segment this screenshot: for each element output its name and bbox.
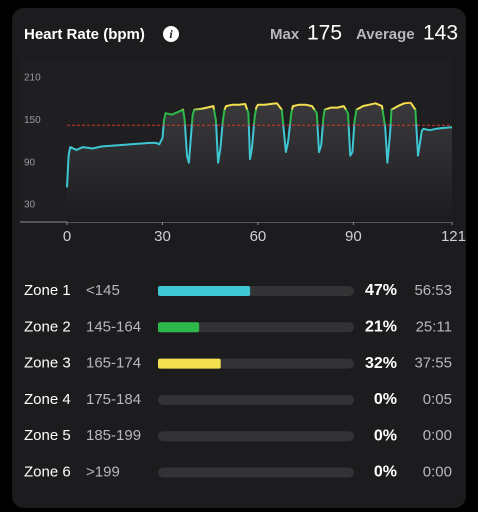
y-tick-label: 150 <box>24 115 41 126</box>
x-tick-label: 121 <box>441 228 466 245</box>
zone-name: Zone 2 <box>24 318 71 335</box>
zone-name: Zone 3 <box>24 355 71 372</box>
zone-time: 56:53 <box>414 282 452 299</box>
y-tick-label: 210 <box>24 73 41 84</box>
zone-percent: 0% <box>374 427 397 444</box>
info-icon[interactable]: i <box>163 26 179 42</box>
zone-track <box>158 467 354 478</box>
svg-text:i: i <box>169 27 173 41</box>
average-label: Average <box>356 26 415 43</box>
zone-range: 165-174 <box>86 355 141 372</box>
zone-bar <box>158 286 251 296</box>
zone-name: Zone 4 <box>24 391 71 408</box>
zone-track <box>158 431 354 442</box>
zone-range: <145 <box>86 282 120 299</box>
zone-percent: 21% <box>365 319 397 336</box>
y-tick-label: 30 <box>24 200 36 211</box>
zone-time: 25:11 <box>416 318 452 335</box>
zone-track <box>158 394 354 405</box>
zone-name: Zone 5 <box>24 427 71 444</box>
max-label: Max <box>270 26 300 43</box>
zone-percent: 32% <box>365 355 397 372</box>
zone-bar <box>158 322 200 333</box>
y-tick-label: 90 <box>24 157 36 168</box>
x-tick-label: 60 <box>250 228 267 245</box>
zone-range: 175-184 <box>86 391 141 408</box>
max-value: 175 <box>307 22 342 45</box>
zone-name: Zone 1 <box>24 282 71 299</box>
zone-percent: 0% <box>374 464 397 481</box>
zone-time: 0:05 <box>423 391 452 408</box>
title: Heart Rate (bpm) <box>24 26 145 43</box>
zone-bar <box>158 358 221 369</box>
x-tick-label: 90 <box>345 228 362 245</box>
zone-name: Zone 6 <box>24 463 71 480</box>
zone-range: >199 <box>86 463 120 480</box>
zone-percent: 47% <box>365 282 397 299</box>
zone-time: 37:55 <box>414 355 452 372</box>
zone-range: 145-164 <box>86 318 141 335</box>
zone-track <box>158 322 354 333</box>
zone-range: 185-199 <box>86 427 141 444</box>
average-value: 143 <box>423 22 458 45</box>
heart-rate-line <box>66 101 453 188</box>
zone-time: 0:00 <box>423 427 452 444</box>
x-tick-label: 0 <box>63 228 71 245</box>
zone-percent: 0% <box>374 391 397 408</box>
x-tick-label: 30 <box>154 228 171 245</box>
zone-time: 0:00 <box>423 463 452 480</box>
